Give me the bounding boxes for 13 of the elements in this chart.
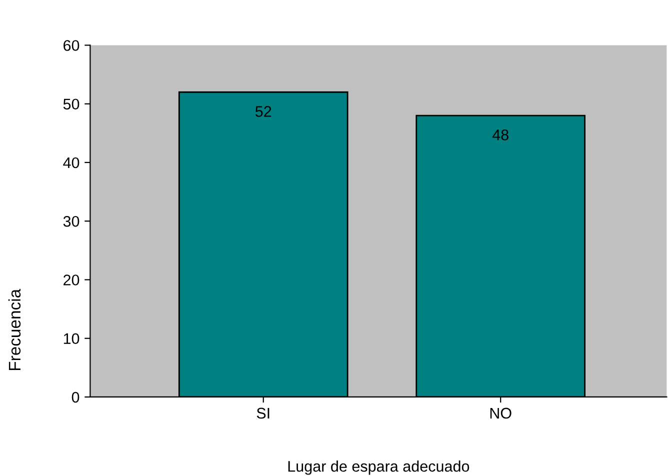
x-tick-label: NO	[490, 408, 512, 419]
y-tick-label: 20	[64, 274, 80, 286]
y-tick-label: 40	[63, 157, 80, 168]
y-tick-label: 50	[63, 98, 80, 110]
y-tick-label: 0	[72, 392, 80, 403]
y-tick-label: 30	[63, 216, 80, 227]
y-tick-label: 10	[64, 333, 80, 344]
x-axis-title: Lugar de espara adecuado	[288, 460, 470, 475]
data-label: 52	[255, 106, 272, 117]
y-axis-title: Frecuencia	[8, 288, 21, 370]
x-tick-label: SI	[256, 408, 270, 419]
y-tick-label: 60	[64, 40, 80, 51]
data-label: 48	[492, 130, 508, 140]
